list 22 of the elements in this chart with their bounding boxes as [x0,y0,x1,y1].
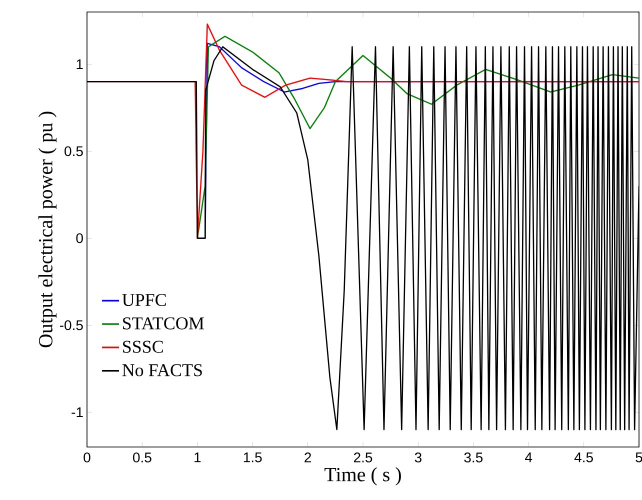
x-tick-label: 2 [304,452,311,462]
legend-label: STATCOM [123,317,204,330]
x-tick-label: 0 [84,452,90,462]
x-tick-label: 5 [636,452,642,462]
y-tick-label: -1 [72,407,83,418]
x-tick-label: 2.5 [354,452,372,462]
x-tick-label: 1.5 [244,452,262,462]
x-tick-label: 0.5 [133,452,152,462]
x-tick-label: 4 [525,452,532,462]
x-tick-label: 3.5 [464,452,483,462]
y-tick-label: -0.5 [60,320,83,330]
y-axis-title: Output electrical power ( pu ) [38,112,57,348]
legend-label: UPFC [122,294,166,306]
y-tick-label: 1 [76,59,83,70]
y-tick-label: 0 [76,233,83,244]
x-tick-label: 4.5 [574,452,593,462]
x-tick-label: 1 [194,452,201,462]
legend-label: SSSC [123,340,163,353]
x-axis-title: Time ( s ) [324,467,401,486]
x-tick-label: 3 [414,452,422,462]
y-tick-label: 0.5 [64,146,83,156]
legend-label: No FACTS [122,364,202,376]
